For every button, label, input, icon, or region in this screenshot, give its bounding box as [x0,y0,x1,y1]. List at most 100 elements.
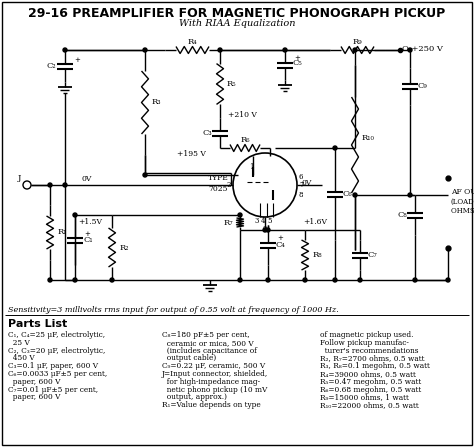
Text: +: + [74,56,80,63]
Circle shape [353,48,357,52]
Circle shape [48,183,52,187]
Text: TYPE: TYPE [208,174,228,182]
Circle shape [238,213,242,217]
Circle shape [263,228,267,232]
Text: AF OUTPUT: AF OUTPUT [451,188,474,196]
Text: C₉=0.22 μF, ceramic, 500 V: C₉=0.22 μF, ceramic, 500 V [162,362,265,370]
Circle shape [358,278,362,282]
Circle shape [143,173,147,177]
Text: ceramic or mica, 500 V: ceramic or mica, 500 V [162,339,254,347]
Text: 5: 5 [268,217,272,225]
Text: R₂: R₂ [119,244,129,252]
Text: 2: 2 [227,181,231,189]
Text: C₄: C₄ [275,241,285,249]
Text: R₃: R₃ [151,98,161,106]
Text: (includes capacitance of: (includes capacitance of [162,346,257,354]
Text: output, approx.): output, approx.) [162,393,227,401]
Text: Sensitivity=3 millivolts rms input for output of 0.55 volt at frequency of 1000 : Sensitivity=3 millivolts rms input for o… [8,306,339,314]
Text: netic phono pickup (10 mV: netic phono pickup (10 mV [162,386,267,394]
Circle shape [333,278,337,282]
Text: R₉=15000 ohms, 1 watt: R₉=15000 ohms, 1 watt [320,393,409,401]
Text: Parts List: Parts List [8,319,67,329]
Circle shape [238,278,242,282]
Text: R₄=39000 ohms, 0.5 watt: R₄=39000 ohms, 0.5 watt [320,370,416,378]
Text: R₃, R₈=0.1 megohm, 0.5 watt: R₃, R₈=0.1 megohm, 0.5 watt [320,362,430,370]
Text: C₉: C₉ [417,83,427,90]
Text: R₆=0.68 megohm, 0.5 watt: R₆=0.68 megohm, 0.5 watt [320,386,421,394]
Circle shape [73,278,77,282]
Circle shape [218,48,222,52]
Text: J=Input connector, shielded,: J=Input connector, shielded, [162,370,268,378]
Circle shape [73,213,77,217]
Circle shape [143,48,147,52]
Text: C₇=0.01 μF±5 per cent,: C₇=0.01 μF±5 per cent, [8,386,98,394]
Text: +: + [277,236,283,241]
Text: paper, 600 V: paper, 600 V [8,378,61,386]
Text: C₃=0.1 μF, paper, 600 V: C₃=0.1 μF, paper, 600 V [8,362,98,370]
Text: (LOAD=220000: (LOAD=220000 [451,198,474,206]
Text: turer's recommendations: turer's recommendations [320,346,419,354]
Circle shape [110,278,114,282]
Text: R₁=Value depends on type: R₁=Value depends on type [162,401,261,409]
Circle shape [353,193,357,197]
Text: C₅: C₅ [292,59,302,67]
Text: 450 V: 450 V [8,354,35,363]
Text: 7025: 7025 [208,185,228,193]
Text: of magnetic pickup used.: of magnetic pickup used. [320,331,413,339]
Text: C₂: C₂ [46,62,56,70]
Text: 3: 3 [255,217,259,225]
Text: 29-16 PREAMPLIFIER FOR MAGNETIC PHONOGRAPH PICKUP: 29-16 PREAMPLIFIER FOR MAGNETIC PHONOGRA… [28,7,446,20]
Circle shape [266,228,270,232]
Circle shape [63,183,67,187]
Text: +1.6V: +1.6V [303,218,327,226]
Circle shape [446,278,450,282]
Text: +195 V: +195 V [177,150,206,158]
Circle shape [266,278,270,282]
Text: 0V: 0V [82,175,92,183]
Text: +210 V: +210 V [228,111,257,119]
Text: C₂, C₃=20 μF, electrolytic,: C₂, C₃=20 μF, electrolytic, [8,346,105,354]
Text: 8: 8 [299,191,303,199]
Text: R₄: R₄ [187,38,197,46]
Text: C₁, C₄=25 μF, electrolytic,: C₁, C₄=25 μF, electrolytic, [8,331,105,339]
Text: R₇: R₇ [223,219,233,227]
Text: 25 V: 25 V [8,339,30,347]
Text: C₁: C₁ [83,236,93,244]
Circle shape [413,278,417,282]
Text: R₉: R₉ [352,38,362,46]
Text: C₈=180 pF±5 per cent,: C₈=180 pF±5 per cent, [162,331,250,339]
Text: +1.5V: +1.5V [78,218,102,226]
Text: C₇: C₇ [367,251,377,259]
Circle shape [283,48,287,52]
Text: 4: 4 [261,217,265,225]
Text: O +250 V: O +250 V [402,45,443,53]
Text: R₅: R₅ [226,80,236,88]
Text: R₅=0.47 megohm, 0.5 watt: R₅=0.47 megohm, 0.5 watt [320,378,421,386]
Circle shape [48,278,52,282]
Text: R₁₀=22000 ohms, 0.5 watt: R₁₀=22000 ohms, 0.5 watt [320,401,419,409]
Text: J: J [18,174,21,182]
Text: C₃: C₃ [202,129,212,137]
Text: R₁₀: R₁₀ [362,134,374,142]
Text: R₂, R₇=2700 ohms, 0.5 watt: R₂, R₇=2700 ohms, 0.5 watt [320,354,425,363]
Text: +: + [84,231,90,236]
Text: R₁: R₁ [57,228,67,236]
Text: 9: 9 [263,225,267,233]
Text: OHMS MIN.): OHMS MIN.) [451,207,474,215]
Text: 1: 1 [249,163,253,171]
Text: C₆: C₆ [342,190,352,198]
Text: +: + [294,55,300,62]
Text: paper, 600 V: paper, 600 V [8,393,61,401]
Circle shape [303,278,307,282]
Text: C₆=0.0033 μF±5 per cent,: C₆=0.0033 μF±5 per cent, [8,370,107,378]
Text: 0V: 0V [302,179,312,187]
Text: 7: 7 [299,181,303,189]
Circle shape [63,48,67,52]
Text: With RIAA Equalization: With RIAA Equalization [179,19,295,28]
Text: for high-impedance mag-: for high-impedance mag- [162,378,260,386]
Circle shape [408,193,412,197]
Circle shape [333,146,337,150]
Text: R₈: R₈ [312,251,322,259]
Text: Follow pickup manufac-: Follow pickup manufac- [320,339,409,347]
Text: 6: 6 [299,173,303,181]
